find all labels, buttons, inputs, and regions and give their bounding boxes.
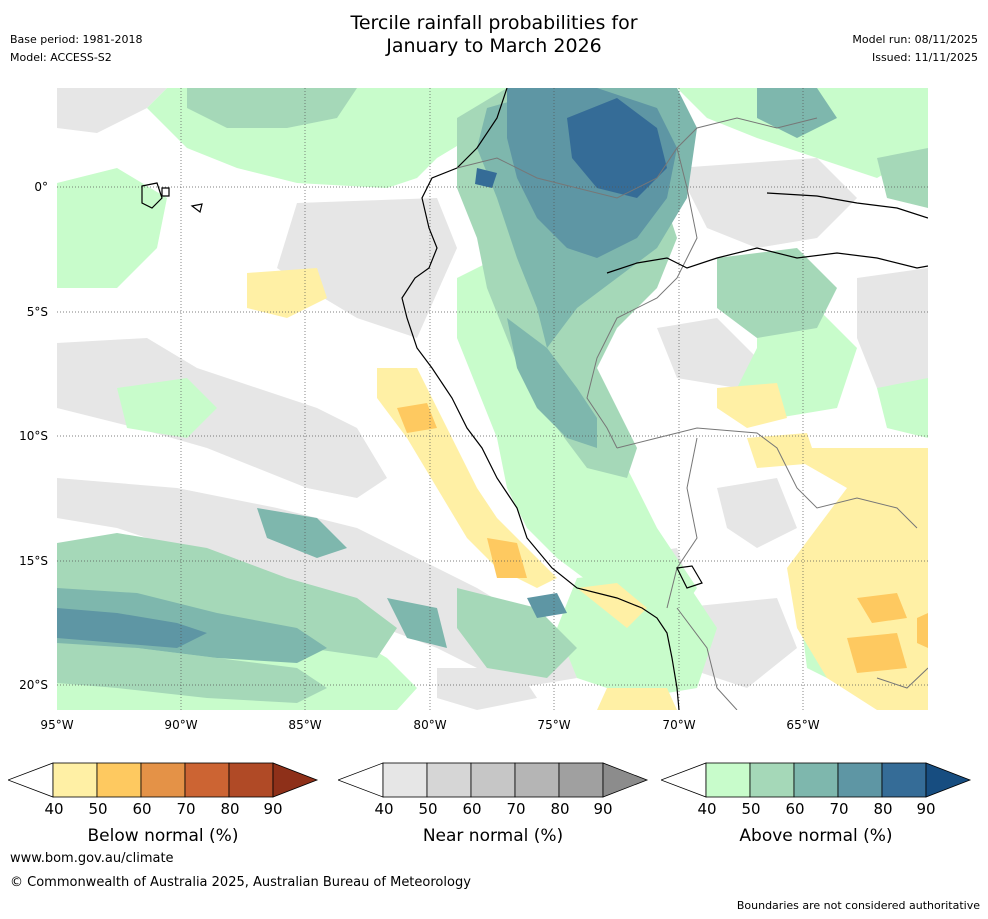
above-normal-title: Above normal (%) — [739, 826, 893, 846]
base-period: Base period: 1981-2018 — [10, 33, 143, 46]
above-seg-3 — [837, 762, 883, 798]
near-extend-high — [602, 762, 649, 798]
lon-label-65w: 65°W — [786, 718, 820, 732]
coastline — [401, 88, 680, 710]
below-50-regions — [397, 403, 928, 673]
near-tick-70: 70 — [506, 800, 526, 818]
above-extend-high — [925, 762, 972, 798]
below-seg-0 — [52, 762, 98, 798]
below-seg-3 — [184, 762, 230, 798]
above-tick-50: 50 — [741, 800, 761, 818]
colorbar-below — [8, 762, 319, 798]
graticule — [57, 88, 928, 710]
near-tick-60: 60 — [462, 800, 482, 818]
copyright-text: © Commonwealth of Australia 2025, Austra… — [10, 875, 471, 890]
map-canvas — [57, 88, 928, 710]
below-tick-90: 90 — [263, 800, 283, 818]
model-run-date: Model run: 08/11/2025 — [852, 33, 978, 46]
website-link[interactable]: www.bom.gov.au/climate — [10, 851, 174, 866]
below-tick-50: 50 — [88, 800, 108, 818]
colorbar-above — [661, 762, 972, 798]
above-80-regions — [475, 98, 667, 198]
above-seg-2 — [793, 762, 839, 798]
meta-left: Base period: 1981-2018 Model: ACCESS-S2 — [10, 31, 142, 67]
near-normal-title: Near normal (%) — [422, 826, 564, 846]
below-seg-1 — [96, 762, 142, 798]
near-seg-4 — [558, 762, 604, 798]
country-borders — [456, 117, 928, 710]
near-extend-low — [338, 762, 384, 798]
near-tick-50: 50 — [418, 800, 438, 818]
probability-map — [57, 88, 928, 710]
above-seg-1 — [749, 762, 795, 798]
lon-label-85w: 85°W — [288, 718, 322, 732]
above-seg-0 — [705, 762, 751, 798]
colorbar-near — [338, 762, 649, 798]
lat-label-5s: 5°S — [26, 305, 48, 319]
near-tick-90: 90 — [593, 800, 613, 818]
above-extend-low — [661, 762, 707, 798]
below-extend-high — [272, 762, 319, 798]
title-line-2: January to March 2026 — [386, 35, 602, 57]
above-tick-60: 60 — [785, 800, 805, 818]
model-name: Model: ACCESS-S2 — [10, 51, 112, 64]
near-seg-1 — [426, 762, 472, 798]
lat-label-15s: 15°S — [19, 554, 48, 568]
near-seg-0 — [382, 762, 428, 798]
title-line-1: Tercile rainfall probabilities for — [350, 12, 638, 34]
above-tick-40: 40 — [697, 800, 717, 818]
below-extend-low — [8, 762, 54, 798]
lon-label-70w: 70°W — [662, 718, 696, 732]
near-tick-40: 40 — [374, 800, 394, 818]
lat-label-10s: 10°S — [19, 429, 48, 443]
below-tick-40: 40 — [44, 800, 64, 818]
below-tick-70: 70 — [176, 800, 196, 818]
lat-label-20s: 20°S — [19, 678, 48, 692]
lake-titicaca — [676, 565, 703, 589]
meta-right: Model run: 08/11/2025 Issued: 11/11/2025 — [852, 31, 978, 67]
boundaries-disclaimer: Boundaries are not considered authoritat… — [736, 899, 980, 912]
above-seg-4 — [881, 762, 927, 798]
lon-label-80w: 80°W — [413, 718, 447, 732]
lon-label-75w: 75°W — [537, 718, 571, 732]
near-seg-3 — [514, 762, 560, 798]
below-seg-2 — [140, 762, 186, 798]
above-tick-80: 80 — [873, 800, 893, 818]
near-seg-2 — [470, 762, 516, 798]
near-tick-80: 80 — [550, 800, 570, 818]
lon-label-90w: 90°W — [164, 718, 198, 732]
above-tick-70: 70 — [829, 800, 849, 818]
issued-date: Issued: 11/11/2025 — [871, 51, 978, 64]
below-seg-4 — [228, 762, 274, 798]
above-tick-90: 90 — [916, 800, 936, 818]
lon-label-95w: 95°W — [40, 718, 74, 732]
lat-label-0: 0° — [34, 180, 48, 194]
below-normal-title: Below normal (%) — [87, 826, 239, 846]
river-outlines — [606, 192, 928, 274]
below-tick-80: 80 — [220, 800, 240, 818]
galapagos-islands — [141, 182, 203, 214]
below-tick-60: 60 — [132, 800, 152, 818]
map-title: Tercile rainfall probabilities for Janua… — [0, 12, 988, 58]
